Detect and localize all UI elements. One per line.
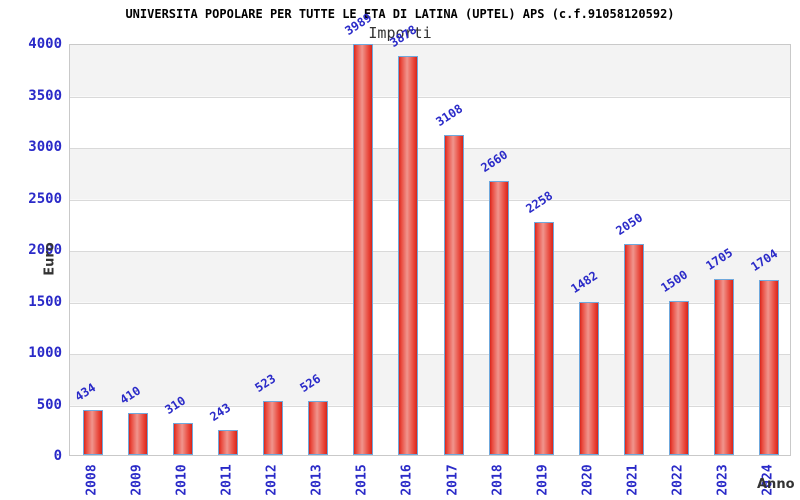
gridline	[70, 96, 790, 98]
gridline	[70, 354, 790, 355]
x-tick-label: 2022	[670, 464, 686, 496]
bar-2008	[82, 410, 103, 455]
gridline	[70, 251, 790, 252]
y-tick-label: 0	[53, 448, 62, 464]
bar-2019	[533, 222, 554, 455]
bar-2016	[398, 55, 419, 455]
bar-value-label: 2050	[613, 210, 646, 238]
y-axis-label: Euro	[42, 242, 58, 276]
bar-value-label: 410	[117, 383, 143, 407]
chart-subtitle: Importi	[368, 24, 432, 42]
bar-2022	[669, 300, 690, 455]
x-tick-label: 2011	[219, 464, 235, 496]
x-tick-label: 2023	[715, 464, 731, 496]
y-tick-label: 3000	[28, 139, 62, 155]
plot-area: 434 410 310 243 523 526 3989 3878 3108 2660 2258 14…	[69, 11, 791, 456]
bar-value-label: 243	[207, 400, 234, 424]
y-tick-label: 1000	[28, 345, 62, 361]
bar-value-label: 1500	[658, 267, 691, 295]
x-tick-label: 2015	[354, 464, 370, 496]
x-tick-label: 2012	[264, 464, 280, 496]
bar-value-label: 523	[252, 371, 279, 396]
x-tick-label: 2009	[129, 464, 145, 496]
gridline	[70, 148, 790, 149]
bar-value-label: 1482	[568, 268, 601, 297]
bar-value-label: 434	[71, 380, 98, 405]
bar-2011	[217, 429, 238, 455]
gridline	[70, 405, 790, 407]
x-tick-label: 2018	[490, 464, 506, 496]
bar-2009	[127, 412, 148, 455]
y-tick-label: 3500	[28, 87, 62, 104]
bar-2013	[308, 400, 329, 455]
gridline	[70, 302, 790, 304]
bar-value-label: 3108	[432, 101, 465, 129]
x-tick-label: 2010	[174, 464, 190, 496]
bar-value-label: 2660	[478, 147, 510, 176]
x-tick-label: 2019	[535, 464, 551, 496]
bar-value-label: 526	[297, 371, 324, 395]
bar-2020	[578, 302, 599, 455]
y-tick-label: 2500	[28, 190, 62, 207]
bar-value-label: 2258	[523, 188, 556, 217]
x-tick-label: 2020	[580, 464, 596, 496]
bar-2023	[714, 279, 735, 455]
chart-title: UNIVERSITA POPOLARE PER TUTTE LE ETA DI …	[125, 7, 675, 21]
bar-2015	[353, 44, 374, 455]
bar-2018	[488, 181, 509, 455]
bar-value-label: 310	[162, 393, 189, 418]
x-axis-label: Anno	[757, 477, 795, 492]
y-tick-label: 2000	[28, 242, 62, 258]
y-tick-label: 4000	[28, 36, 62, 52]
x-tick-label: 2013	[309, 464, 325, 496]
bar-2010	[172, 423, 193, 455]
x-tick-label: 2021	[625, 464, 641, 496]
bar-2017	[443, 134, 464, 455]
bar-2021	[624, 243, 645, 455]
x-tick-label: 2016	[399, 464, 415, 496]
bar-2012	[263, 401, 284, 455]
y-tick-label: 500	[36, 396, 62, 413]
bar-2024	[759, 279, 780, 455]
x-tick-label: 2008	[84, 464, 100, 496]
y-tick-label: 1500	[28, 293, 62, 310]
gridline	[70, 199, 790, 201]
x-tick-label: 2017	[445, 464, 461, 496]
